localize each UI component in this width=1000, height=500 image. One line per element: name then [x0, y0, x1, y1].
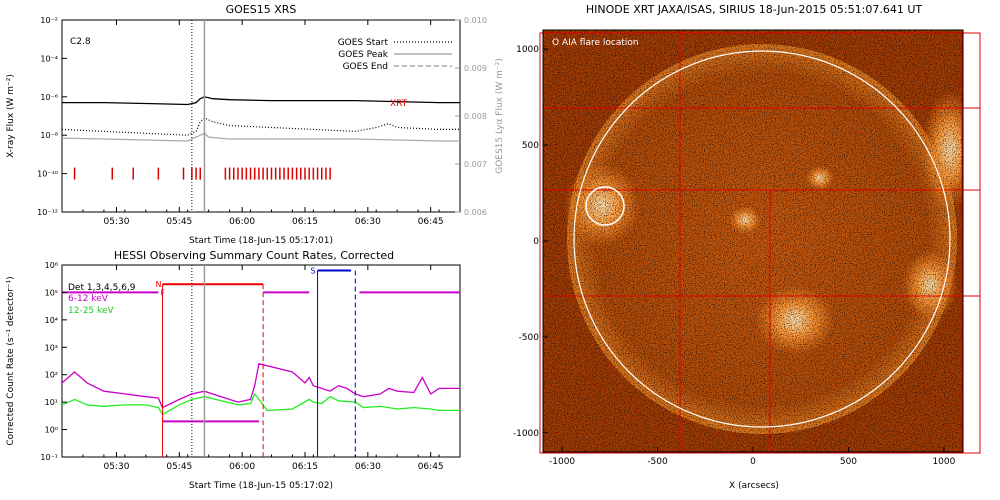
goes-legend-label: GOES Start [338, 38, 389, 48]
hessi-y-tick-label: 10⁻¹ [40, 453, 58, 462]
aia-flare-location-marker [585, 186, 625, 226]
hessi-y-tick-label: 10⁰ [45, 426, 58, 435]
xrt-map-x-tick-label: -500 [647, 457, 668, 467]
goes-series-xray_long [62, 96, 460, 106]
hessi-title: HESSI Observing Summary Count Rates, Cor… [114, 249, 394, 262]
goes-x-tick-label: 05:45 [166, 217, 192, 227]
hessi-y-tick-label: 10³ [45, 343, 58, 352]
xrt-map-x-tick-label: 0 [750, 457, 756, 467]
xrt-map-title: HINODE XRT JAXA/ISAS, SIRIUS 18-Jun-2015… [586, 3, 923, 16]
hessi-legend-title: Det 1,3,4,5,6,9 [68, 283, 136, 293]
hessi-y-tick-label: 10² [45, 371, 58, 380]
goes-x-tick-label: 06:15 [292, 217, 318, 227]
hessi-y-tick-label: 10¹ [45, 398, 58, 407]
solar-limb [573, 50, 951, 428]
goes-y-right-tick-label: 0.008 [464, 112, 487, 121]
goes-y-tick-label: 10⁻¹² [37, 208, 58, 217]
xrt-map-x-tick-label: 1000 [932, 457, 955, 467]
hessi-legend-6-12: 6-12 keV [68, 294, 109, 304]
hessi-flag-s: S [311, 266, 316, 275]
goes-xrs-panel: GOES15 XRS 05:30 05:45 06:00 06:15 06:30 06:4… [6, 3, 505, 246]
image-noise [543, 30, 963, 452]
xrt-map-panel: HINODE XRT JAXA/ISAS, SIRIUS 18-Jun-2015… [513, 3, 981, 491]
goes-legend: GOES Start GOES Peak GOES End [338, 38, 452, 72]
xrt-map-xlabel: X (arcsecs) [729, 481, 779, 491]
xrt-map-y-tick-label: -500 [519, 333, 540, 343]
hessi-x-tick-label: 06:15 [292, 462, 318, 472]
goes-class-label: C2.8 [70, 37, 91, 47]
goes-y-right-tick-label: 0.009 [464, 64, 487, 73]
xrt-map-x-tick-label: -1000 [549, 457, 575, 467]
goes-ylabel-right: GOES15 Lyα Flux (W m⁻²) [495, 58, 505, 174]
hessi-y-tick-label: 10⁴ [45, 316, 58, 325]
hessi-ylabel: Corrected Count Rate (s⁻¹ detector⁻¹) [6, 276, 16, 445]
xrt-map-x-tick-label: 500 [840, 457, 857, 467]
goes-x-tick-label: 06:45 [418, 217, 444, 227]
hessi-flag-n: N [156, 280, 162, 289]
xrt-map-y-tick-label: 500 [522, 141, 539, 151]
goes-series-xray_short [62, 117, 460, 136]
hessi-series-1 [62, 392, 460, 416]
goes-y-tick-label: 10⁻⁶ [40, 93, 58, 102]
xrt-map-y-tick-label: 0 [533, 237, 539, 247]
goes-y-right-tick-label: 0.007 [464, 160, 487, 169]
hessi-xlabel: Start Time (18-Jun-15 05:17:02) [189, 481, 333, 491]
hessi-x-tick-label: 06:30 [355, 462, 381, 472]
goes-x-tick-label: 05:30 [103, 217, 129, 227]
goes-legend-label: GOES Peak [338, 50, 388, 60]
hessi-series-0 [62, 362, 460, 409]
xrt-map-y-tick-label: -1000 [513, 429, 539, 439]
hessi-y-tick-label: 10⁶ [45, 261, 58, 270]
goes-plot-frame [61, 19, 461, 213]
goes-y-tick-label: 10⁻⁸ [40, 131, 58, 140]
hessi-x-tick-label: 06:00 [229, 462, 255, 472]
hessi-x-tick-label: 05:45 [166, 462, 192, 472]
goes-ylabel: X-ray Flux (W m⁻²) [6, 74, 16, 158]
goes-y-tick-label: 10⁻⁴ [40, 54, 58, 63]
hessi-y-tick-label: 10⁵ [45, 288, 58, 297]
hessi-legend: Det 1,3,4,5,6,9 6-12 keV 12-25 keV [68, 283, 136, 316]
hessi-flag-f: F [160, 288, 165, 297]
goes-xlabel: Start Time (18-Jun-15 05:17:01) [189, 236, 333, 246]
goes-x-tick-label: 06:00 [229, 217, 255, 227]
goes-legend-label: GOES End [343, 62, 388, 72]
xrt-label: XRT [390, 99, 408, 109]
xrt-map-y-tick-label: 1000 [516, 45, 539, 55]
goes-y-right-tick-label: 0.010 [464, 16, 487, 25]
goes-title: GOES15 XRS [226, 3, 297, 16]
hessi-plot-frame [61, 264, 461, 458]
hessi-legend-12-25: 12-25 keV [68, 306, 114, 316]
xrt-image [543, 30, 963, 452]
xrt-map-legend: O AIA flare location [552, 38, 639, 48]
hessi-x-tick-label: 06:45 [418, 462, 444, 472]
goes-y-right-tick-label: 0.006 [464, 208, 487, 217]
goes-y-tick-label: 10⁻¹⁰ [37, 170, 58, 179]
hessi-x-tick-label: 05:30 [103, 462, 129, 472]
hessi-panel: HESSI Observing Summary Count Rates, Cor… [6, 249, 461, 491]
goes-y-tick-label: 10⁻² [40, 16, 58, 25]
goes-series-lyman_alpha [62, 132, 460, 142]
goes-x-tick-label: 06:30 [355, 217, 381, 227]
